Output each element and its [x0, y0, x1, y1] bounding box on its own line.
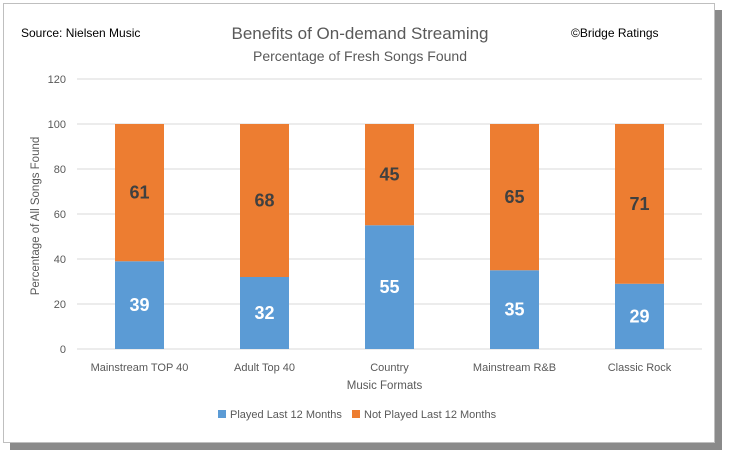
data-label: 35	[504, 300, 524, 320]
data-label: 65	[504, 187, 524, 207]
bar-not-played	[115, 124, 164, 262]
y-tick-label: 20	[54, 299, 66, 311]
bar-played	[240, 277, 289, 349]
bar-not-played	[490, 124, 539, 271]
data-label: 71	[629, 194, 649, 214]
chart-title: Benefits of On-demand Streaming	[231, 24, 489, 43]
legend-label: Not Played Last 12 Months	[364, 409, 497, 421]
bar-not-played	[365, 124, 414, 226]
y-axis-title: Percentage of All Songs Found	[30, 137, 42, 296]
y-tick-label: 80	[54, 164, 66, 176]
data-label: 55	[379, 277, 399, 297]
y-tick-label: 60	[54, 209, 66, 221]
y-tick-label: 120	[48, 74, 66, 86]
bar-not-played	[615, 124, 664, 284]
x-tick-label: Mainstream R&B	[473, 362, 556, 374]
stacked-bar-chart: 0 20 40 60 80 100 120 Percentage of All Songs F…	[30, 74, 702, 421]
legend-label: Played Last 12 Months	[230, 409, 342, 421]
y-tick-label: 40	[54, 254, 66, 266]
bar-played	[490, 270, 539, 349]
y-tick-label: 0	[60, 344, 66, 356]
bar-not-played	[240, 124, 289, 277]
data-label: 68	[254, 191, 274, 211]
credit-label: ©Bridge Ratings	[571, 26, 659, 40]
data-label: 39	[129, 295, 149, 315]
source-label: Source: Nielsen Music	[21, 26, 141, 40]
data-label: 32	[254, 303, 274, 323]
x-tick-label: Classic Rock	[608, 362, 672, 374]
chart-subtitle: Percentage of Fresh Songs Found	[252, 48, 468, 64]
bar-played	[115, 261, 164, 349]
y-tick-label: 100	[48, 119, 66, 131]
legend-swatch	[352, 410, 360, 418]
data-label: 45	[379, 165, 399, 185]
x-tick-label: Mainstream TOP 40	[91, 362, 189, 374]
data-label: 29	[629, 306, 649, 326]
x-axis-title: Music Formats	[347, 380, 423, 392]
bar-played	[365, 225, 414, 349]
data-label: 61	[129, 183, 149, 203]
legend-swatch	[218, 410, 226, 418]
chart-card: Source: Nielsen Music ©Bridge Ratings Be…	[3, 3, 715, 443]
x-tick-label: Adult Top 40	[234, 362, 295, 374]
bar-played	[615, 283, 664, 349]
x-tick-label: Country	[370, 362, 409, 374]
